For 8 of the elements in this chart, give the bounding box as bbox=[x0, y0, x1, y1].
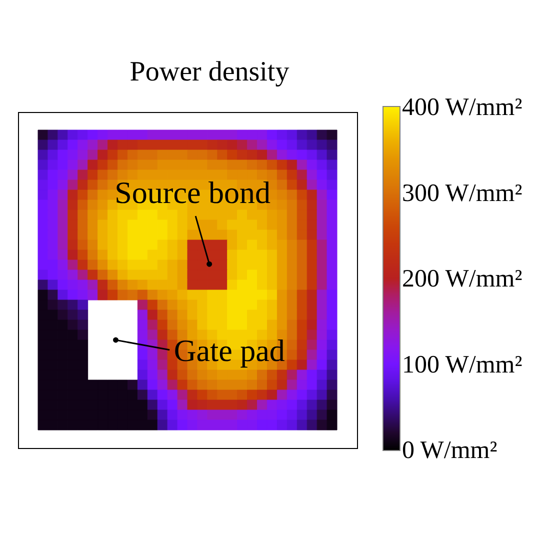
color-bar-label: 400 W/mm² bbox=[402, 94, 522, 121]
color-bar-label: 100 W/mm² bbox=[402, 351, 522, 378]
annotation: Source bond bbox=[114, 174, 271, 210]
color-bar-label: 200 W/mm² bbox=[402, 266, 522, 292]
chart-title: Power density bbox=[130, 56, 290, 88]
color-bar-label: 300 W/mm² bbox=[402, 180, 522, 207]
annotation: Gate pad bbox=[174, 333, 286, 368]
color-bar-label: 0 W/mm² bbox=[402, 437, 498, 464]
